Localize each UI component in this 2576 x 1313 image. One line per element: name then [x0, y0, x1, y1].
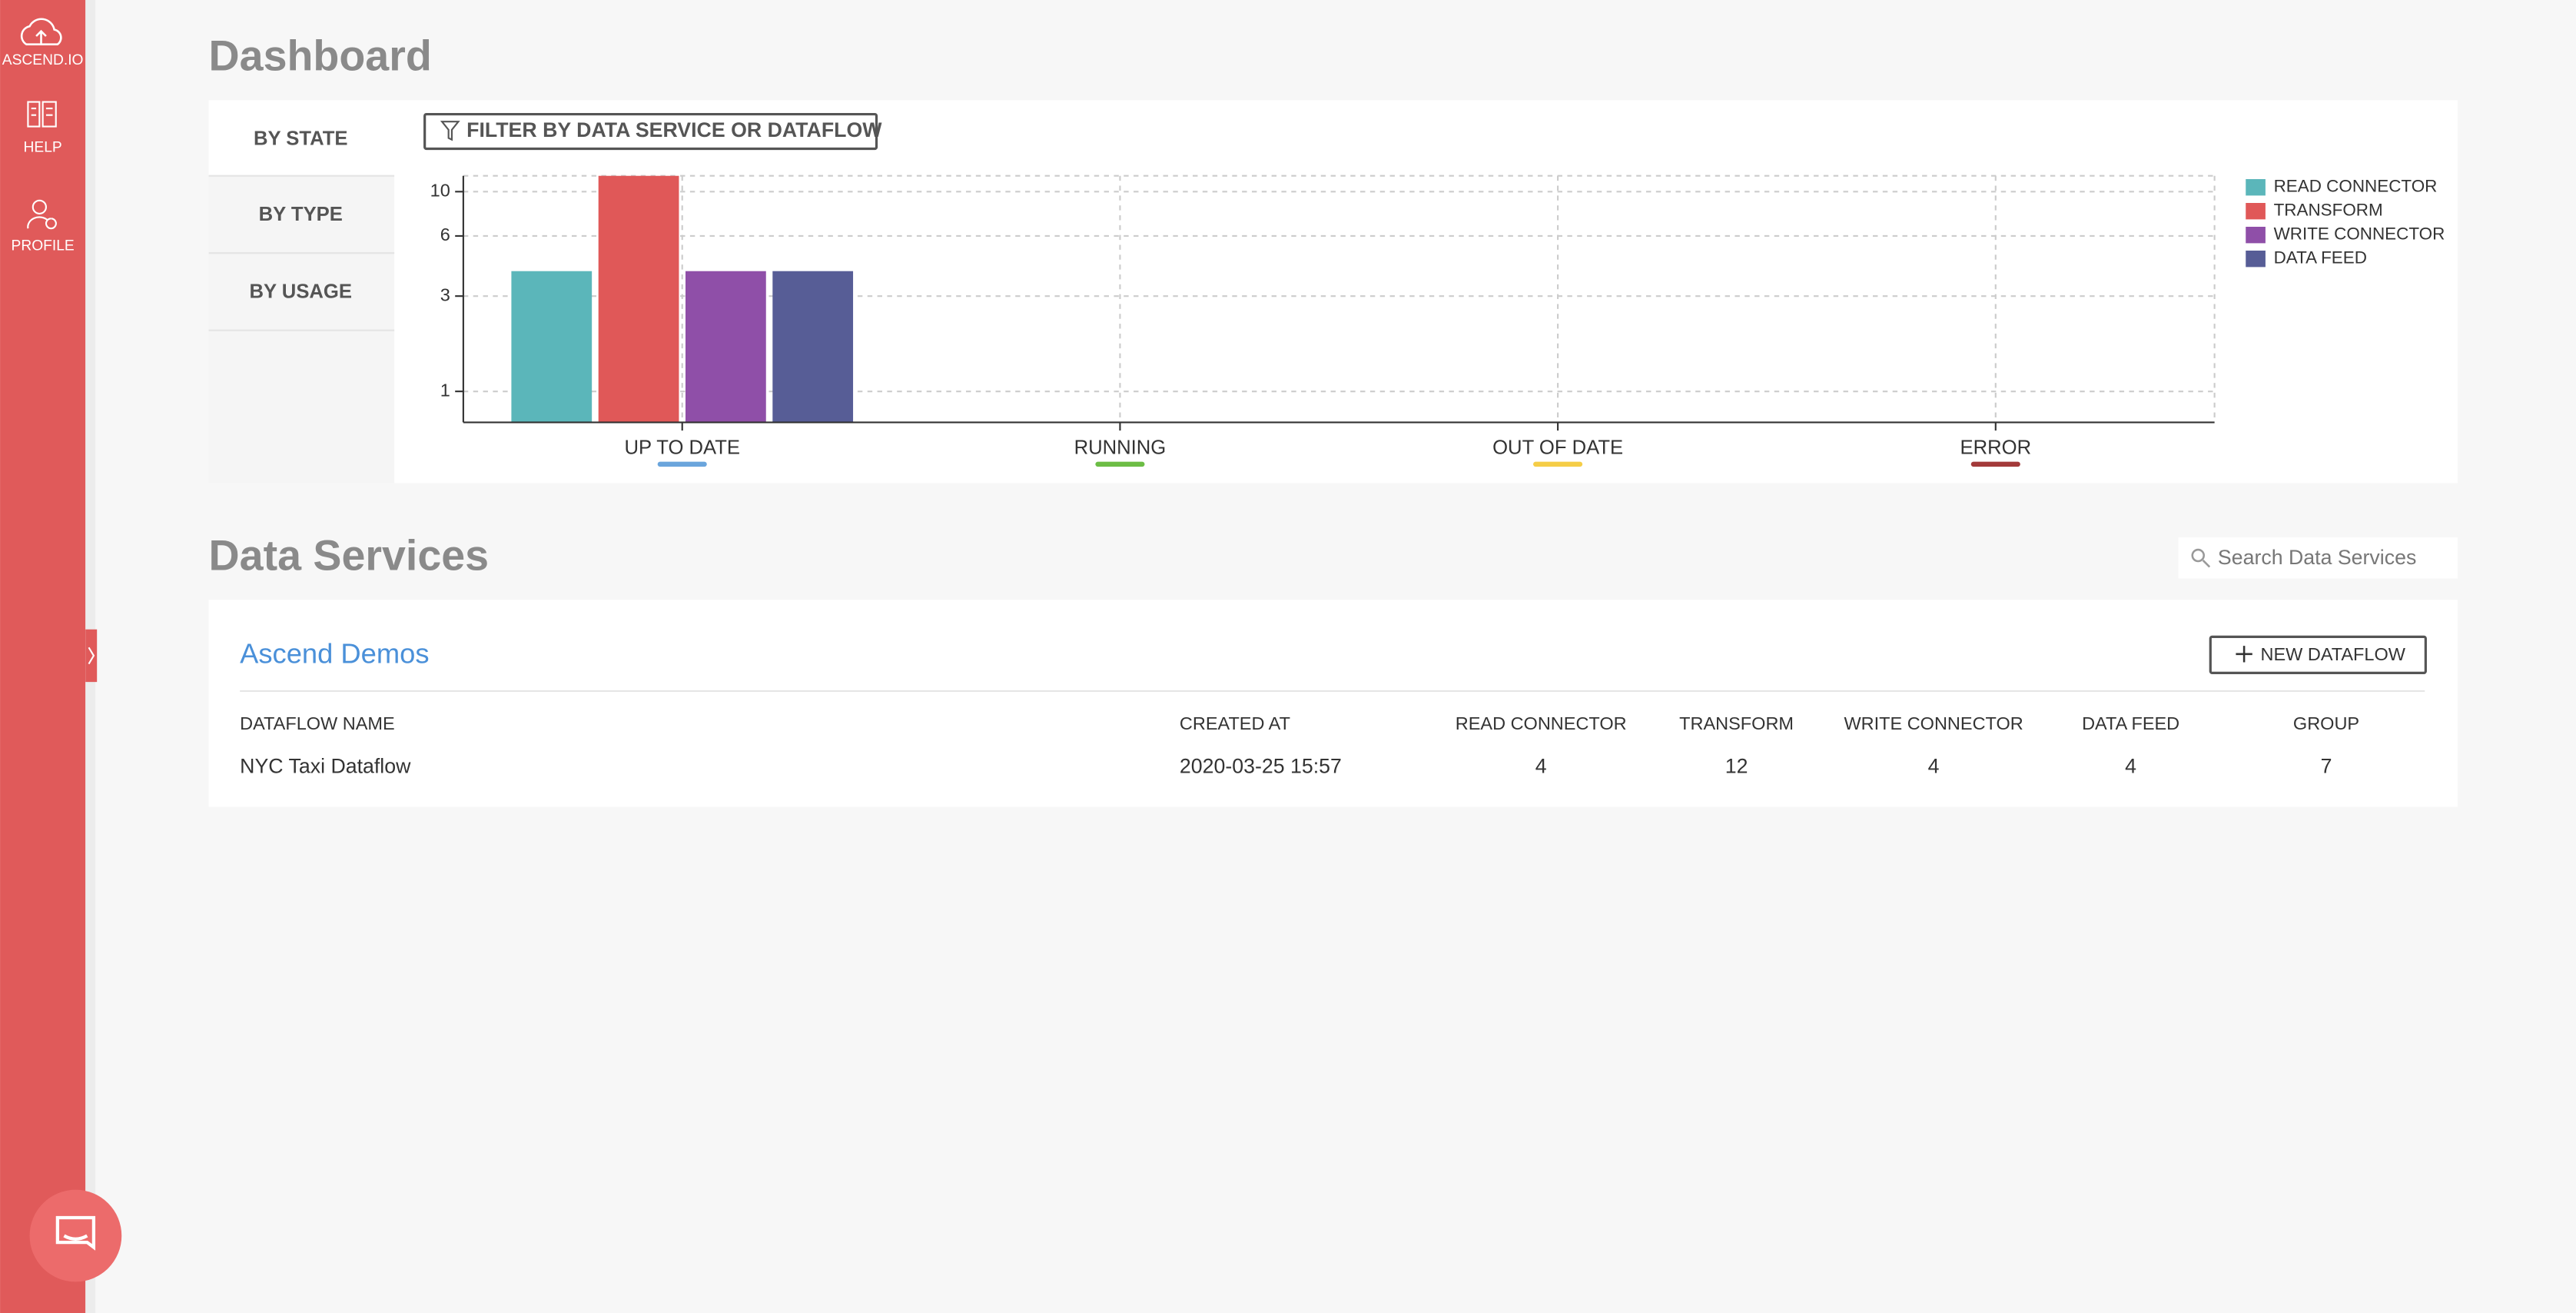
legend-swatch [2246, 226, 2266, 244]
table-cell: 2020-03-25 15:57 [1180, 754, 1342, 777]
column-header: WRITE CONNECTOR [1844, 713, 2023, 733]
section-title: Data Services [209, 531, 489, 579]
dataflow-link[interactable]: NYC Taxi Dataflow [240, 754, 411, 777]
table-cell: 12 [1725, 754, 1748, 777]
nav-item[interactable]: HELP [24, 139, 62, 155]
column-header: TRANSFORM [1679, 713, 1794, 733]
bar [685, 271, 766, 423]
legend-swatch [2246, 203, 2266, 220]
category-indicator [1533, 461, 1583, 467]
column-header: DATA FEED [2082, 713, 2179, 733]
service-name[interactable]: Ascend Demos [240, 638, 429, 670]
table-cell: 4 [2125, 754, 2136, 777]
nav-item[interactable]: PROFILE [12, 238, 75, 254]
logo-icon[interactable] [20, 18, 62, 45]
search-box[interactable] [2178, 537, 2458, 579]
x-tick-label: ERROR [1960, 437, 2031, 458]
new-dataflow-button[interactable] [2209, 635, 2427, 674]
y-tick-label: 6 [440, 224, 450, 244]
x-tick-label: RUNNING [1074, 437, 1167, 458]
search-icon [2191, 548, 2206, 563]
tab[interactable]: BY USAGE [250, 281, 352, 302]
plus-icon [2236, 646, 2252, 663]
column-header: READ CONNECTOR [1456, 713, 1627, 733]
category-indicator [1970, 461, 2020, 467]
tab[interactable]: BY STATE [254, 128, 348, 149]
legend-swatch [2246, 179, 2266, 196]
category-indicator [657, 461, 707, 467]
logo-text[interactable]: ASCEND.IO [2, 52, 84, 68]
y-tick-label: 1 [440, 380, 450, 400]
x-tick-label: OUT OF DATE [1492, 437, 1623, 458]
dataflow-table: DATAFLOW NAME CREATED AT READ CONNECTOR TRA… [240, 713, 2359, 777]
column-header: DATAFLOW NAME [240, 713, 395, 733]
search-icon [2202, 560, 2211, 568]
x-tick-label: UP TO DATE [624, 437, 740, 458]
y-tick-label: 10 [430, 181, 450, 201]
legend-swatch [2246, 250, 2266, 268]
legend-label: TRANSFORM [2274, 201, 2383, 220]
section-title: Dashboard [209, 32, 432, 80]
collapse-toggle[interactable] [85, 629, 98, 683]
table-cell: 7 [2321, 754, 2332, 777]
table-cell: 4 [1928, 754, 1940, 777]
filter-button[interactable] [423, 112, 878, 151]
filter-icon [440, 121, 460, 141]
profile-icon[interactable] [32, 199, 47, 214]
tab[interactable]: BY TYPE [259, 204, 343, 225]
bar [511, 271, 593, 423]
filter-button-label: FILTER BY DATA SERVICE OR DATAFLOW [466, 118, 882, 141]
column-header: GROUP [2293, 713, 2359, 733]
legend-label: DATA FEED [2274, 248, 2367, 268]
search-placeholder: Search Data Services [2218, 546, 2416, 569]
button-label: NEW DATAFLOW [2261, 644, 2406, 664]
legend-label: WRITE CONNECTOR [2274, 224, 2445, 244]
chat-icon [55, 1215, 96, 1251]
y-tick-label: 3 [440, 284, 450, 304]
category-indicator [1095, 461, 1145, 467]
sidebar [0, 0, 86, 1313]
help-icon[interactable] [27, 101, 57, 128]
chat-button[interactable] [29, 1189, 122, 1282]
legend-label: READ CONNECTOR [2274, 177, 2438, 196]
bar [772, 271, 854, 423]
profile-icon-detail [27, 216, 57, 230]
service-card [208, 600, 2458, 807]
column-header: CREATED AT [1180, 713, 1290, 733]
chart: 1 3 6 10 UP TO DATE RUNNING OUT OF DATE ERROR RE… [430, 175, 2445, 467]
collapse-arrow [88, 647, 95, 665]
bar [598, 175, 679, 423]
table-cell: 4 [1535, 754, 1547, 777]
